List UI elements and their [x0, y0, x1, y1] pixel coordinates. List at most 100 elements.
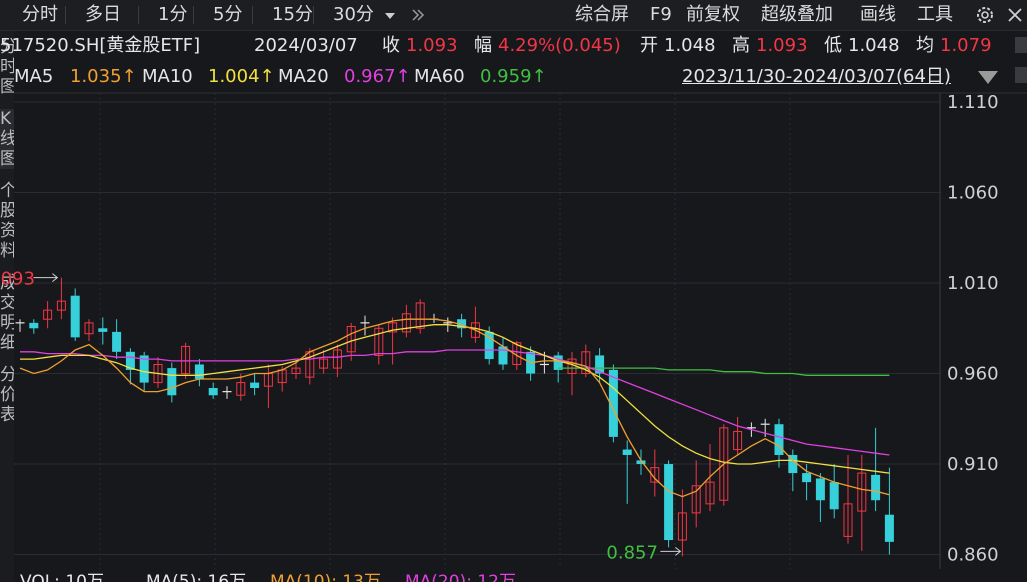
candle-down	[139, 355, 149, 383]
candle-down	[457, 319, 467, 329]
candle-up	[291, 367, 301, 375]
toolbar-item-0[interactable]: 综合屏	[575, 4, 629, 25]
low-label: 低	[824, 35, 842, 56]
ma10-label: MA10	[142, 66, 193, 87]
tab-3[interactable]: 5分	[213, 4, 243, 25]
code-name: 517520.SH[黄金股ETF]	[0, 35, 201, 56]
tab-separator	[313, 6, 314, 24]
open-value: 1.048	[664, 35, 716, 56]
tab-0[interactable]: 分时	[22, 4, 58, 25]
high-value: 1.093	[756, 35, 808, 56]
candle-down	[622, 449, 632, 455]
ma20-label: MA20	[278, 66, 329, 87]
tab-5[interactable]: 30分	[333, 4, 374, 25]
toolbar-item-4[interactable]: 画线	[860, 4, 896, 25]
candle-up	[388, 322, 398, 333]
candle-up	[512, 342, 522, 365]
candle-down	[553, 355, 563, 370]
toolbar-item-1[interactable]: F9	[650, 4, 672, 25]
sidebar-char: 分	[0, 37, 14, 57]
sidebar-char: 图	[0, 149, 14, 169]
candle-down	[250, 382, 260, 389]
candle-down	[208, 388, 218, 396]
sidebar-char: 表	[0, 405, 14, 425]
candle-up	[415, 302, 425, 329]
toolbar-item-2[interactable]: 前复权	[686, 4, 740, 25]
candle-down	[70, 295, 80, 338]
candle-up	[374, 327, 384, 356]
close-value: 1.093	[406, 35, 458, 56]
candle-down	[664, 464, 674, 541]
candle-down	[802, 473, 812, 483]
sidebar-char: 细	[0, 333, 14, 353]
y-tick-label: 1.060	[947, 183, 999, 204]
sidebar-item-3[interactable]: 成交明细	[0, 273, 14, 353]
candle-down	[29, 322, 39, 329]
gear-icon[interactable]	[974, 4, 996, 26]
toolbar: 分时 多日 1分 5分 15分 30分 综合屏 F9 前复权 超级叠加 画线 工具	[0, 0, 1027, 31]
y-tick-label: 1.010	[947, 273, 999, 294]
sidebar-item-0[interactable]: 分时图	[0, 37, 14, 97]
candle-up	[401, 313, 411, 333]
volume-header: VOL: 10万 MA(5): 16万 MA(10): 13万 MA(20): …	[0, 569, 1027, 582]
tab-4[interactable]: 15分	[272, 4, 313, 25]
toolbar-item-3[interactable]: 超级叠加	[761, 4, 833, 25]
ma20-value: 0.967↑	[344, 66, 411, 87]
candle-down	[636, 460, 646, 465]
sidebar-char: 图	[0, 77, 14, 97]
candle-down	[498, 346, 508, 365]
sidebar-char: 个	[0, 181, 14, 201]
candle-up	[857, 472, 867, 512]
tab-1[interactable]: 多日	[85, 4, 121, 25]
candle-up	[691, 485, 701, 514]
low-arrow	[660, 546, 682, 556]
ma-bar: MA5 1.035↑ MA10 1.004↑ MA20 0.967↑ MA60 …	[0, 63, 1027, 91]
candle-up	[705, 481, 715, 505]
sidebar-char: K	[0, 109, 12, 129]
candle-up	[332, 349, 342, 369]
candle-down	[884, 514, 894, 542]
scroll-up-button[interactable]	[1015, 37, 1027, 53]
tab-2[interactable]: 1分	[158, 4, 188, 25]
candle-down	[125, 351, 135, 370]
double-chevron-right-icon[interactable]	[410, 7, 426, 23]
ma10-line	[20, 324, 890, 474]
sidebar-char: 交	[0, 293, 14, 313]
y-tick-label: 0.910	[947, 454, 999, 475]
caret-down-icon[interactable]	[383, 9, 397, 23]
high-annotation: 1.093	[0, 269, 35, 290]
sidebar-item-2[interactable]: 个股资料	[0, 181, 14, 261]
vma20-label: MA(20): 12万	[405, 572, 516, 582]
candle-up	[346, 325, 356, 353]
candle-up	[319, 358, 329, 369]
change-value: 4.29%(0.045)	[498, 35, 621, 56]
close-label: 收	[382, 35, 400, 56]
sidebar-item-4[interactable]: 分价表	[0, 365, 14, 425]
date-range[interactable]: 2023/11/30-2024/03/07(64日)	[682, 66, 951, 87]
toolbar-item-5[interactable]: 工具	[917, 4, 953, 25]
ma60-value: 0.959↑	[480, 66, 547, 87]
candle-up	[677, 512, 687, 541]
tab-separator	[65, 6, 66, 24]
y-tick-label: 0.860	[947, 545, 999, 566]
sidebar-char: 分	[0, 365, 14, 385]
ma20-line	[20, 349, 890, 456]
vol-label: VOL: 10万	[20, 572, 104, 582]
sidebar-char: 成	[0, 273, 14, 293]
y-tick-label: 1.110	[947, 92, 999, 113]
candle-down	[112, 331, 122, 352]
scroll-down-button[interactable]	[1015, 67, 1027, 83]
tab-separator	[252, 6, 253, 24]
ma60-line	[558, 367, 890, 376]
kline-chart[interactable]: 1.110 1.060 1.010 0.960 0.910 0.860 1.093 0.857	[0, 0, 1027, 569]
candle-down	[608, 369, 618, 437]
candle-up	[719, 427, 729, 501]
range-dropdown-icon[interactable]	[976, 69, 1000, 85]
candle-up	[236, 382, 246, 396]
vma10-label: MA(10): 13万	[270, 572, 381, 582]
close-icon[interactable]	[1005, 5, 1025, 25]
candle-down	[167, 368, 177, 396]
sidebar-char: 料	[0, 241, 14, 261]
